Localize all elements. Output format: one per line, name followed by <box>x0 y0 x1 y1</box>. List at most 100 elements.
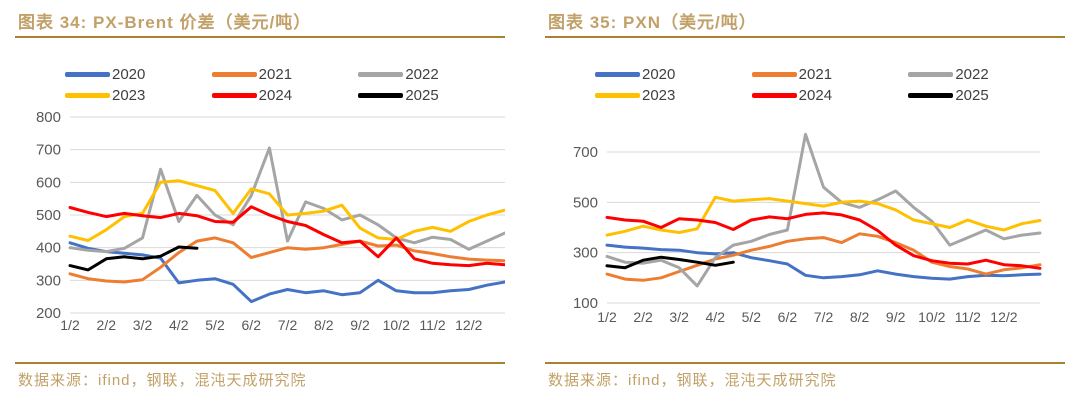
legend-line-marker <box>595 72 640 77</box>
source-rule <box>545 362 1065 364</box>
line-chart-pxn: 100 300 500 700 1/2 2/2 3/2 4/2 5/2 6/2 7/2 8/2 9/2 1… <box>573 132 1042 325</box>
legend-line-marker <box>908 93 954 98</box>
y-axis-tick-label: 500 <box>573 194 598 211</box>
series-line-2021 <box>68 236 505 284</box>
x-axis-tick-label: 2/2 <box>633 309 653 325</box>
legend-label: 2022 <box>405 66 439 83</box>
legend-line-marker <box>751 93 797 98</box>
x-axis-tick-label: 12/2 <box>455 317 482 333</box>
y-axis-tick-label: 500 <box>36 207 61 224</box>
legend-label: 2023 <box>642 87 676 104</box>
legend-line-marker <box>751 72 797 77</box>
x-axis-tick-label: 5/2 <box>742 309 762 325</box>
legend-row: 2020 2021 2022 <box>65 64 505 85</box>
x-axis-tick-label: 9/2 <box>886 309 906 325</box>
legend-item-2025: 2025 <box>908 88 1065 103</box>
x-axis-tick-label: 3/2 <box>669 309 689 325</box>
x-axis-tick-label: 5/2 <box>205 317 225 333</box>
source-note: 数据来源：ifind，钢联，混沌天成研究院 <box>18 372 307 389</box>
series-line-2020 <box>68 241 505 304</box>
series-line-2023 <box>68 179 505 242</box>
series-line-2025 <box>68 245 199 272</box>
legend-item-2022: 2022 <box>908 67 1065 82</box>
legend-item-2021: 2021 <box>211 66 359 83</box>
title-rule <box>545 36 1065 38</box>
x-axis-tick-label: 4/2 <box>706 309 726 325</box>
x-axis-tick-label: 1/2 <box>597 309 617 325</box>
legend-line-marker <box>211 93 257 98</box>
legend-line-marker <box>211 72 257 77</box>
x-axis-tick-label: 11/2 <box>419 317 445 333</box>
legend-line-marker <box>65 72 110 77</box>
x-axis-tick-label: 9/2 <box>350 317 370 333</box>
legend-item-2020: 2020 <box>595 67 752 82</box>
x-axis-tick-label: 7/2 <box>814 309 834 325</box>
x-axis-tick-label: 4/2 <box>169 317 189 333</box>
series-line-2024 <box>605 211 1042 270</box>
chart-panel-pxn: 图表 35: PXN（美元/吨） 2020 2021 2022 2023 2024 202… <box>545 0 1065 402</box>
legend-item-2024: 2024 <box>211 87 359 104</box>
series-line-2022 <box>605 132 1042 288</box>
chart-panel-px-brent: 图表 34: PX-Brent 价差（美元/吨） 2020 2021 2022 202… <box>15 0 505 402</box>
y-axis-tick-label: 100 <box>573 295 598 312</box>
legend-label: 2021 <box>258 66 293 83</box>
legend-label: 2023 <box>112 87 146 104</box>
series-line-2020 <box>605 243 1042 281</box>
legend-line-marker <box>908 72 954 77</box>
legend-item-2024: 2024 <box>751 87 909 104</box>
y-axis-tick-label: 200 <box>36 305 61 322</box>
y-axis-tick-label: 800 <box>36 109 61 126</box>
legend-row: 2020 2021 2022 <box>595 64 1065 85</box>
legend-row: 2023 2024 2025 <box>595 85 1065 106</box>
legend-label: 2020 <box>642 66 676 83</box>
legend-item-2020: 2020 <box>65 67 212 82</box>
legend-line-marker <box>358 72 404 77</box>
chart-title: 图表 35: PXN（美元/吨） <box>548 13 757 32</box>
x-axis-tick-label: 10/2 <box>383 317 410 333</box>
x-axis-tick-label: 7/2 <box>278 317 298 333</box>
chart-title: 图表 34: PX-Brent 价差（美元/吨） <box>18 13 312 32</box>
y-axis-tick-label: 300 <box>573 245 598 262</box>
legend-label: 2022 <box>955 66 989 83</box>
legend-label: 2020 <box>112 66 146 83</box>
legend-line-marker <box>65 93 110 98</box>
x-axis-tick-label: 8/2 <box>850 309 870 325</box>
title-rule <box>15 36 505 38</box>
series-line-2022 <box>68 146 505 254</box>
source-note: 数据来源：ifind，钢联，混沌天成研究院 <box>548 372 837 389</box>
y-axis-tick-label: 400 <box>36 240 61 257</box>
series-line-2025 <box>605 255 735 270</box>
x-axis-tick-label: 10/2 <box>918 309 945 325</box>
legend-item-2025: 2025 <box>358 88 505 103</box>
legend-item-2022: 2022 <box>358 67 505 82</box>
legend-label: 2025 <box>405 87 439 104</box>
line-chart-px-brent: 200 300 400 500 600 700 800 1/2 2/2 3/2 4/2 5/2 6/2 7… <box>36 109 505 333</box>
legend: 2020 2021 2022 2023 2024 2025 <box>65 64 505 106</box>
legend-item-2021: 2021 <box>751 66 909 83</box>
x-axis-tick-label: 11/2 <box>955 309 981 325</box>
legend-label: 2021 <box>798 66 833 83</box>
x-axis-tick-label: 3/2 <box>133 317 153 333</box>
x-axis-tick-label: 8/2 <box>314 317 334 333</box>
y-axis-tick-label: 600 <box>36 174 61 191</box>
legend-label: 2024 <box>258 87 293 104</box>
legend-row: 2023 2024 2025 <box>65 85 505 106</box>
source-rule <box>15 362 505 364</box>
legend-label: 2024 <box>798 87 833 104</box>
x-axis-tick-label: 6/2 <box>242 317 262 333</box>
legend-line-marker <box>358 93 404 98</box>
y-axis-tick-label: 300 <box>36 272 61 289</box>
legend-item-2023: 2023 <box>595 88 752 103</box>
series-line-2021 <box>605 232 1042 282</box>
legend: 2020 2021 2022 2023 2024 2025 <box>595 64 1065 106</box>
series-line-2024 <box>68 205 505 268</box>
x-axis-tick-label: 12/2 <box>990 309 1017 325</box>
legend-label: 2025 <box>955 87 989 104</box>
x-axis-tick-label: 6/2 <box>778 309 798 325</box>
series-line-2023 <box>605 195 1042 237</box>
y-axis-tick-label: 700 <box>573 144 598 161</box>
x-axis-tick-label: 2/2 <box>97 317 117 333</box>
legend-line-marker <box>595 93 640 98</box>
y-axis-tick-label: 700 <box>36 142 61 159</box>
